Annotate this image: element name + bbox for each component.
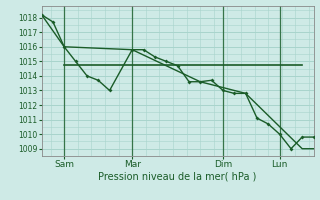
X-axis label: Pression niveau de la mer( hPa ): Pression niveau de la mer( hPa ) (99, 172, 257, 182)
